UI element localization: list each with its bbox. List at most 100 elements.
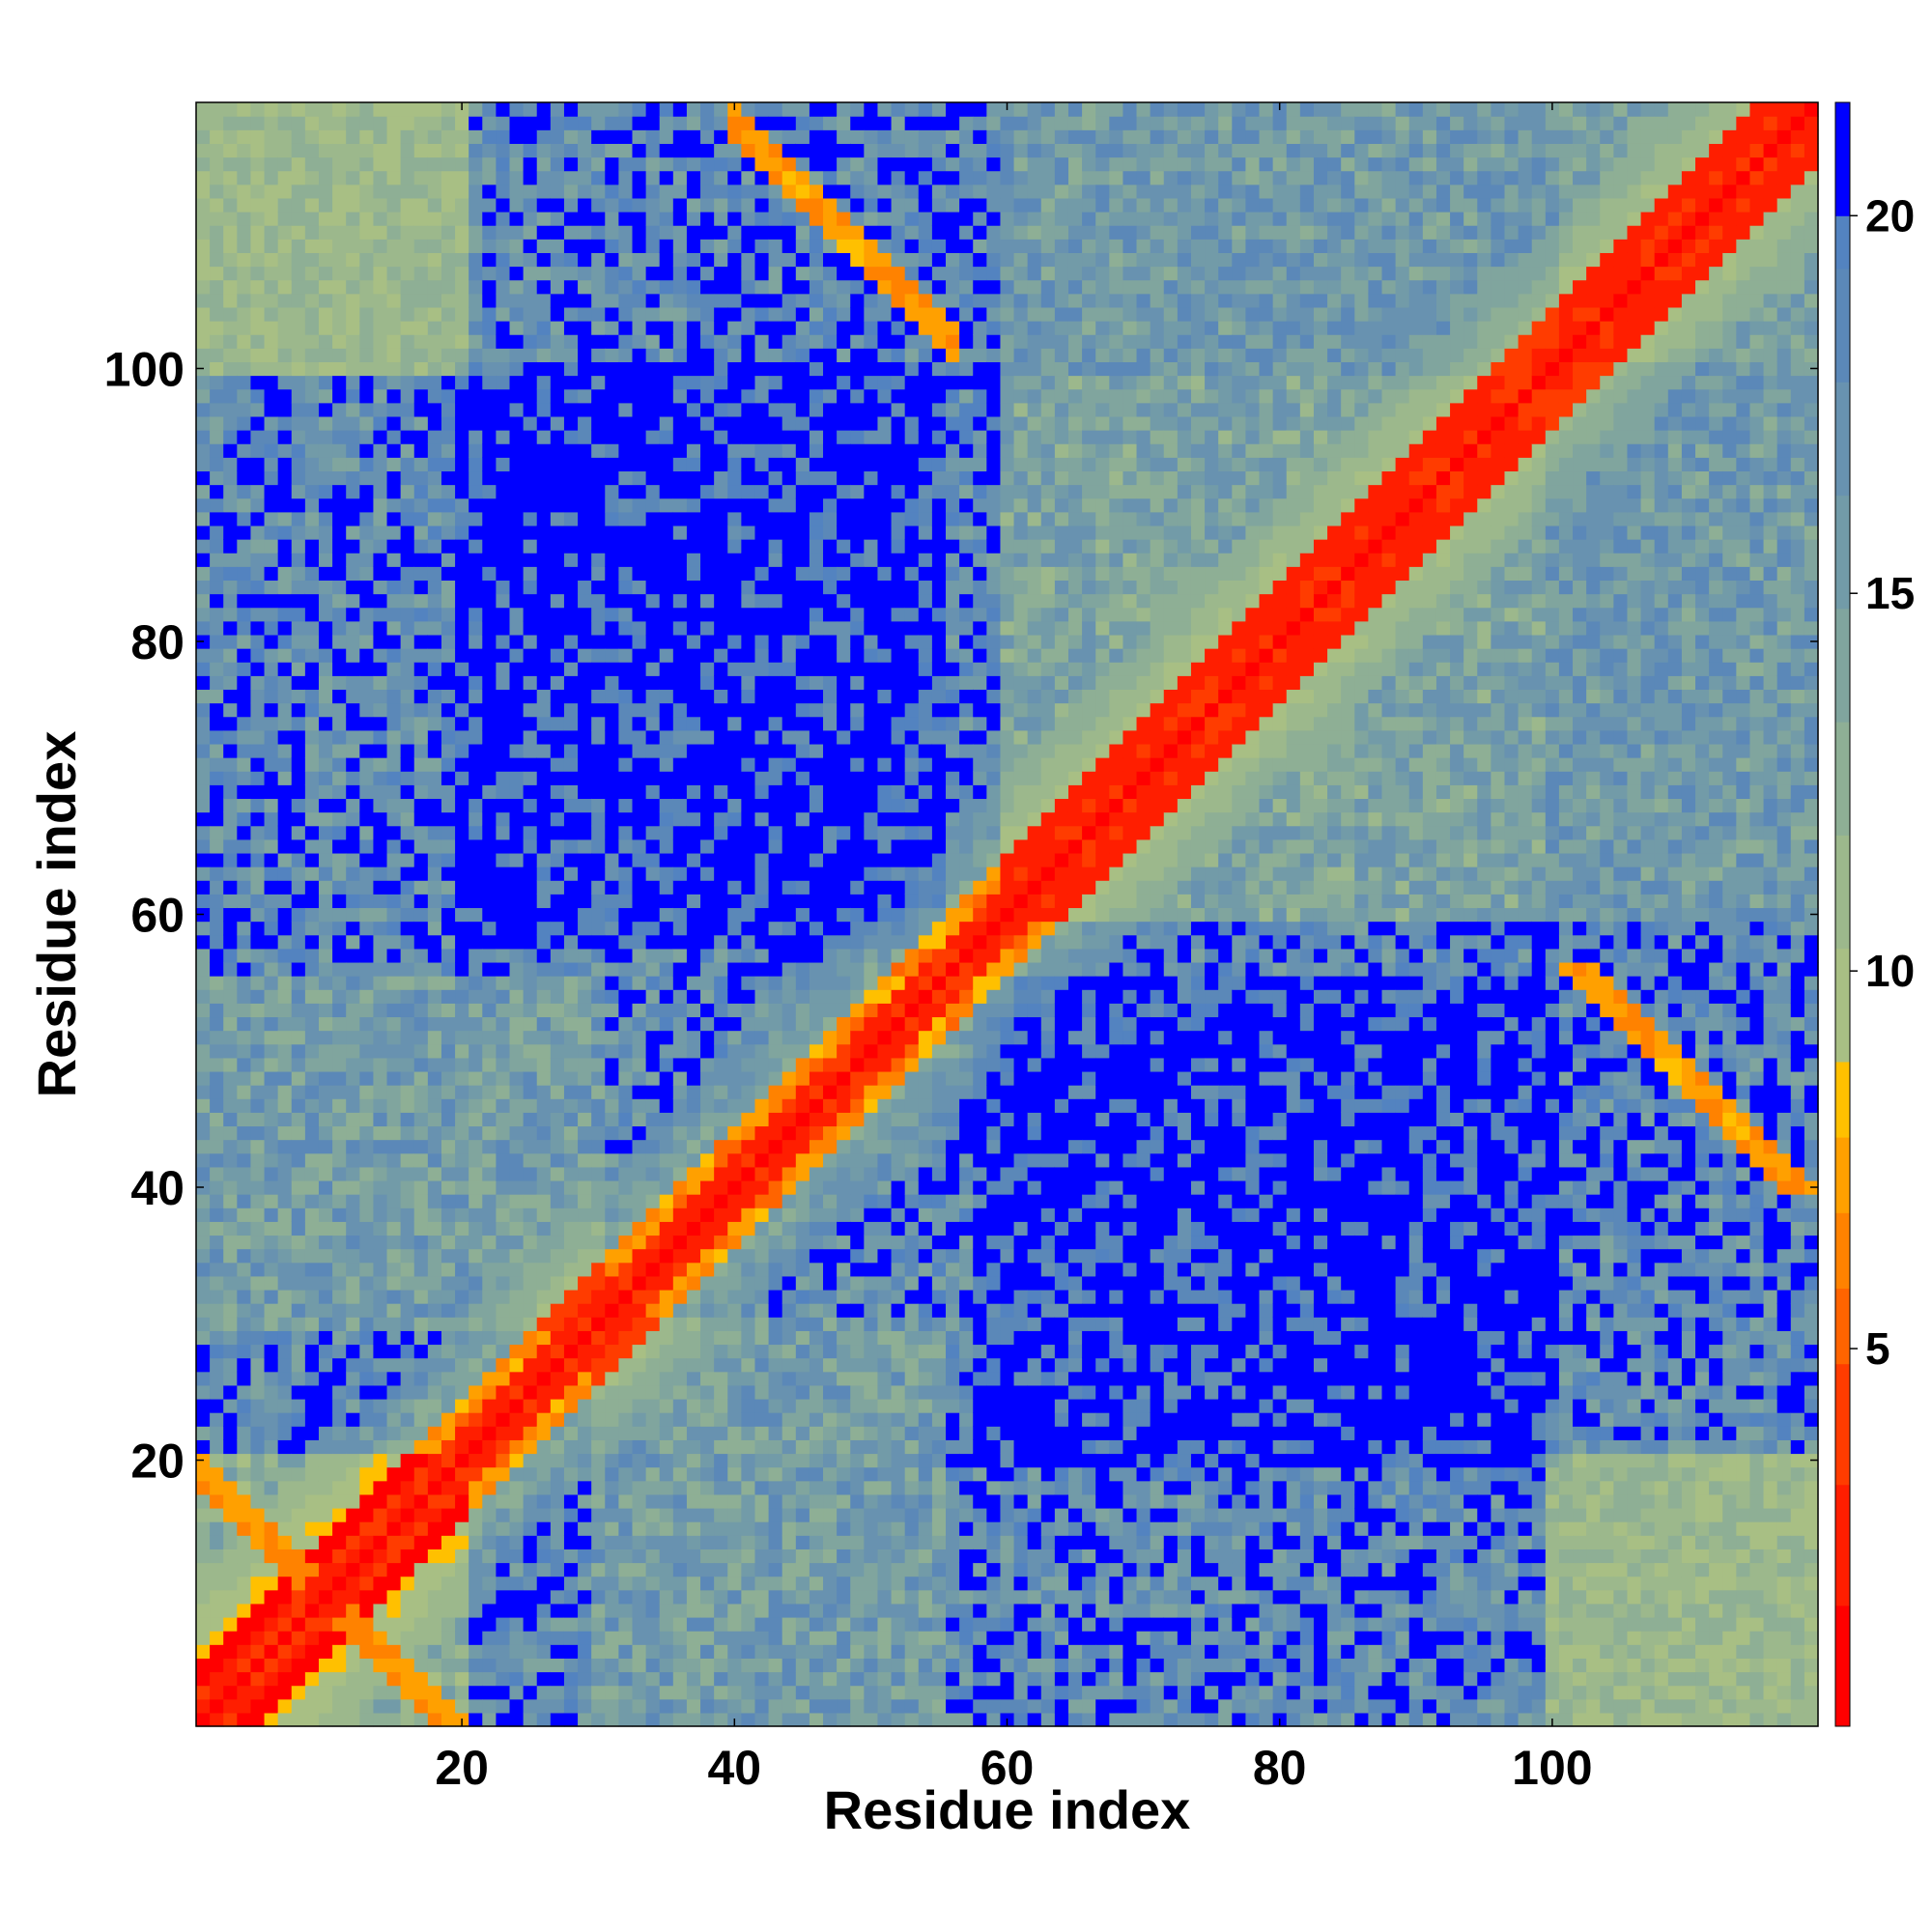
heatmap-cell: [536, 1548, 552, 1564]
heatmap-cell: [304, 553, 320, 567]
heatmap-cell: [591, 880, 606, 895]
heatmap-cell: [605, 212, 619, 226]
heatmap-cell: [563, 798, 579, 813]
heatmap-cell: [413, 1166, 429, 1181]
heatmap-cell: [686, 1589, 701, 1605]
heatmap-cell: [496, 156, 511, 172]
heatmap-cell: [741, 525, 756, 540]
heatmap-cell: [659, 1289, 674, 1304]
heatmap-cell: [591, 1671, 606, 1687]
heatmap-cell: [618, 266, 634, 281]
heatmap-cell: [264, 266, 279, 281]
heatmap-cell: [427, 1043, 442, 1059]
heatmap-cell: [509, 293, 525, 308]
heatmap-cell: [686, 1303, 701, 1318]
heatmap-cell: [210, 838, 224, 854]
heatmap-cell: [659, 1480, 674, 1495]
heatmap-cell: [386, 1344, 402, 1359]
heatmap-cell: [618, 1698, 634, 1714]
heatmap-cell: [659, 948, 674, 963]
heatmap-cell: [741, 811, 756, 827]
heatmap-cell: [277, 716, 293, 731]
heatmap-cell: [318, 1562, 333, 1577]
heatmap-cell: [578, 620, 592, 636]
heatmap-cell: [482, 511, 497, 526]
heatmap-cell: [482, 1085, 497, 1099]
heatmap-cell: [727, 989, 742, 1004]
heatmap-cell: [373, 102, 388, 117]
heatmap-cell: [427, 1235, 442, 1250]
heatmap-cell: [591, 525, 606, 540]
heatmap-cell: [659, 1344, 674, 1359]
heatmap-cell: [659, 1535, 674, 1549]
heatmap-cell: [700, 116, 715, 130]
heatmap-cell: [550, 989, 565, 1004]
heatmap-cell: [632, 443, 647, 458]
heatmap-cell: [496, 279, 511, 295]
heatmap-cell: [618, 1535, 634, 1549]
heatmap-cell: [672, 1507, 688, 1522]
heatmap-cell: [482, 1480, 497, 1495]
heatmap-cell: [645, 1043, 661, 1059]
heatmap-cell: [591, 702, 606, 718]
heatmap-cell: [496, 361, 511, 377]
heatmap-cell: [700, 1576, 715, 1591]
heatmap-cell: [700, 934, 715, 950]
heatmap-cell: [523, 1057, 538, 1072]
heatmap-cell: [264, 1616, 279, 1632]
heatmap-cell: [304, 430, 320, 444]
heatmap-cell: [237, 1030, 252, 1045]
heatmap-cell: [332, 838, 347, 854]
heatmap-cell: [754, 484, 770, 499]
heatmap-cell: [332, 1003, 347, 1018]
heatmap-cell: [536, 402, 552, 417]
heatmap-cell: [632, 1426, 647, 1440]
heatmap-cell: [427, 1698, 442, 1714]
heatmap-cell: [196, 375, 211, 390]
heatmap-cell: [523, 566, 538, 582]
heatmap-cell: [359, 1125, 375, 1141]
heatmap-cell: [563, 1712, 579, 1727]
heatmap-cell: [237, 1466, 252, 1482]
heatmap-cell: [237, 894, 252, 909]
heatmap-cell: [455, 225, 469, 240]
heatmap-cell: [291, 1221, 306, 1236]
heatmap-cell: [277, 934, 293, 950]
heatmap-cell: [223, 1493, 238, 1509]
heatmap-cell: [754, 1357, 770, 1373]
heatmap-cell: [210, 593, 224, 609]
heatmap-cell: [741, 757, 756, 772]
heatmap-cell: [714, 961, 728, 977]
heatmap-cell: [250, 1179, 266, 1195]
heatmap-cell: [210, 1548, 224, 1564]
heatmap-cell: [304, 388, 320, 404]
heatmap-cell: [332, 470, 347, 486]
heatmap-cell: [440, 1698, 456, 1714]
heatmap-cell: [304, 225, 320, 240]
heatmap-cell: [264, 1439, 279, 1455]
heatmap-cell: [578, 1085, 592, 1099]
heatmap-cell: [591, 921, 606, 936]
heatmap-cell: [632, 1179, 647, 1195]
heatmap-cell: [373, 607, 388, 622]
heatmap-cell: [686, 1289, 701, 1304]
heatmap-cell: [509, 566, 525, 582]
heatmap-cell: [237, 1194, 252, 1208]
heatmap-cell: [509, 1221, 525, 1236]
heatmap-cell: [686, 375, 701, 390]
heatmap-cell: [714, 1262, 728, 1277]
heatmap-cell: [400, 1030, 415, 1045]
heatmap-cell: [250, 143, 266, 158]
heatmap-cell: [714, 116, 728, 130]
heatmap-cell: [509, 1616, 525, 1632]
heatmap-cell: [469, 825, 483, 840]
heatmap-cell: [686, 348, 701, 362]
heatmap-cell: [469, 1371, 483, 1386]
heatmap-cell: [223, 934, 238, 950]
heatmap-cell: [741, 1070, 756, 1086]
heatmap-cell: [754, 811, 770, 827]
heatmap-cell: [318, 266, 333, 281]
heatmap-cell: [223, 415, 238, 431]
heatmap-cell: [754, 921, 770, 936]
heatmap-cell: [578, 170, 592, 185]
